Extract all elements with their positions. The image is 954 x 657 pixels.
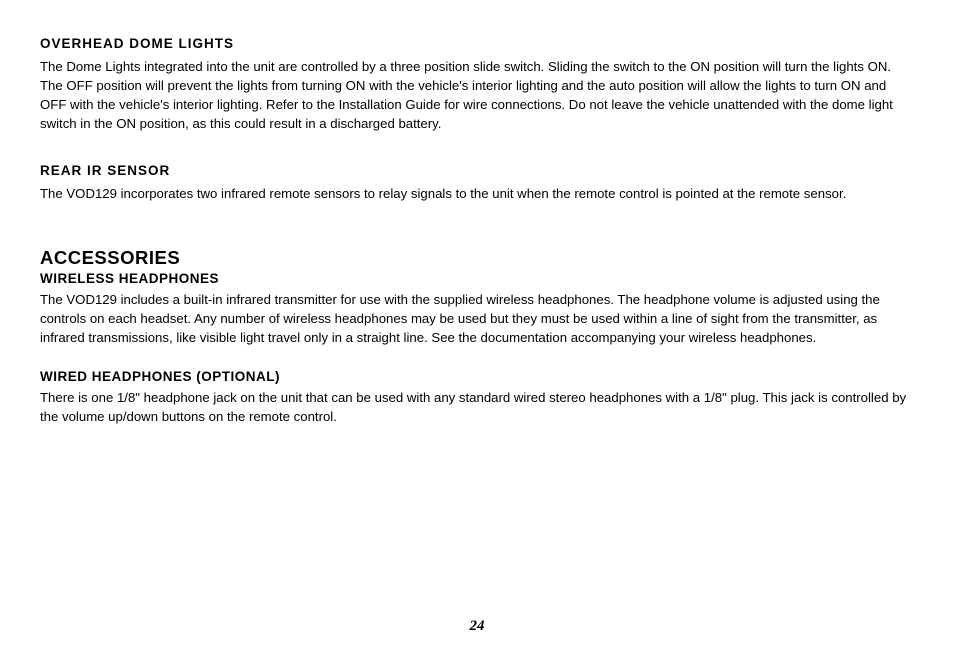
body-overhead-dome-lights: The Dome Lights integrated into the unit… bbox=[40, 57, 914, 133]
heading-overhead-dome-lights: OVERHEAD DOME LIGHTS bbox=[40, 36, 914, 51]
body-wired-headphones: There is one 1/8" headphone jack on the … bbox=[40, 388, 914, 426]
page-number: 24 bbox=[0, 618, 954, 635]
heading-wireless-headphones: WIRELESS HEADPHONES bbox=[40, 271, 914, 286]
body-rear-ir-sensor: The VOD129 incorporates two infrared rem… bbox=[40, 184, 914, 203]
body-wireless-headphones: The VOD129 includes a built-in infrared … bbox=[40, 290, 914, 347]
heading-accessories: ACCESSORIES bbox=[40, 247, 914, 269]
document-page: OVERHEAD DOME LIGHTS The Dome Lights int… bbox=[0, 0, 954, 657]
heading-wired-headphones: WIRED HEADPHONES (OPTIONAL) bbox=[40, 369, 914, 384]
heading-rear-ir-sensor: REAR IR SENSOR bbox=[40, 163, 914, 178]
